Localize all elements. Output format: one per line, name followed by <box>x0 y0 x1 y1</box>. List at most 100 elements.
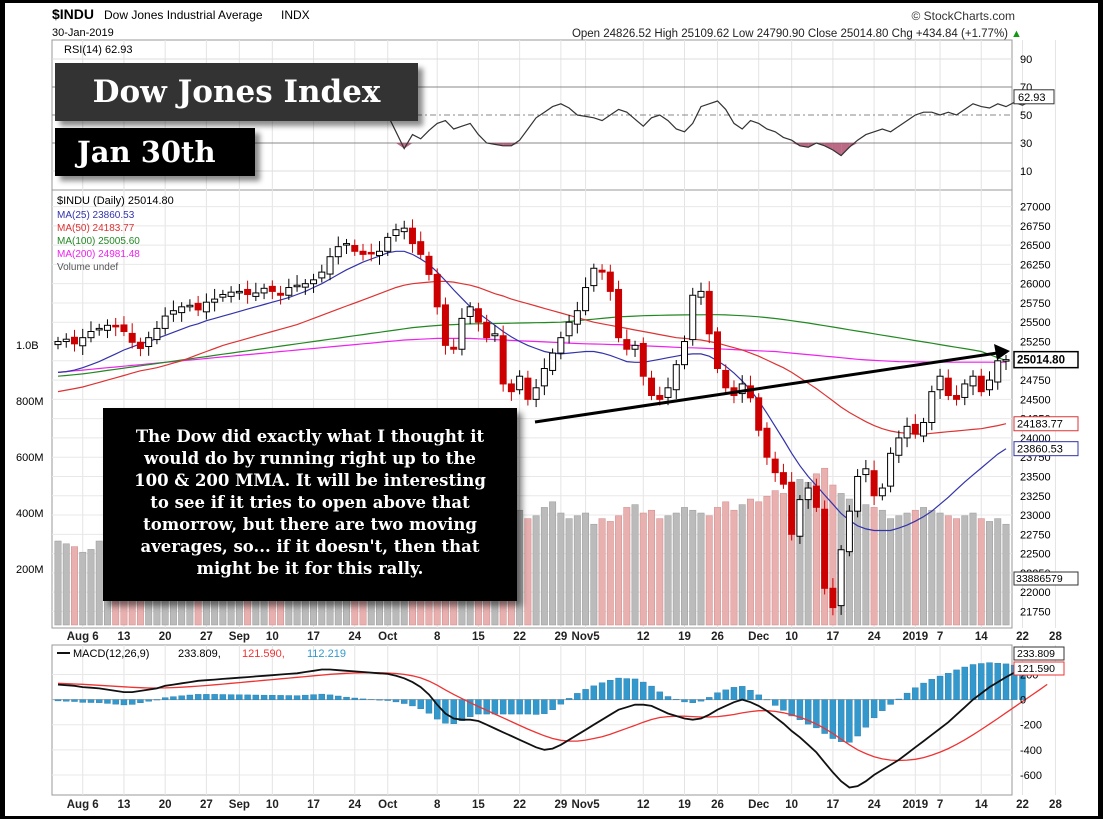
candle-down <box>277 292 285 296</box>
volume-bar <box>582 512 590 626</box>
macd-histogram-bar <box>697 699 705 702</box>
macd-histogram-bar <box>401 699 408 704</box>
price-tick-label: 25750 <box>1020 298 1051 310</box>
macd-tick-label: -200 <box>1020 720 1042 732</box>
macd-histogram-bar <box>780 699 787 711</box>
macd-histogram-bar <box>434 699 441 720</box>
candle-up <box>854 475 862 512</box>
volume-tick-label: 200M <box>16 564 44 576</box>
candle-down <box>136 341 144 349</box>
macd-label-value: 233.809, <box>178 648 221 660</box>
macd-histogram-bar <box>928 679 936 700</box>
price-tick-label: 26250 <box>1020 259 1051 271</box>
macd-label-hist: 112.219 <box>307 648 346 660</box>
candle-up <box>227 291 235 297</box>
candle-down <box>763 427 771 458</box>
candle-down <box>112 324 120 328</box>
price-tick-label: 24750 <box>1020 375 1051 387</box>
macd-current-box <box>1013 646 1065 661</box>
trend-arrow-line <box>534 350 1005 424</box>
macd-histogram-bar <box>870 699 878 719</box>
price-tick-label: 26750 <box>1020 221 1051 233</box>
macd-legend: MACD(12,26,9) 233.809, 121.590, 112.219 <box>57 648 346 660</box>
macd-histogram-bar <box>837 699 845 742</box>
volume-bar <box>672 512 680 626</box>
macd-histogram-bar <box>104 699 111 704</box>
macd-histogram-bar <box>978 663 985 700</box>
macd-histogram-bar <box>582 689 589 700</box>
ma-current-label: 23860.53 <box>1017 444 1063 456</box>
x-tick-label-macd: 28 <box>1049 799 1062 811</box>
volume-bar <box>986 521 993 626</box>
candle-down <box>722 369 730 389</box>
macd-histogram-bar <box>112 699 119 705</box>
candle-up <box>590 267 598 287</box>
macd-histogram-bar <box>953 669 960 700</box>
volume-bar <box>95 540 103 626</box>
candle-down <box>779 472 787 485</box>
macd-histogram-bar <box>236 694 243 700</box>
x-tick-label-macd: Sep <box>229 799 250 811</box>
candle-up <box>145 337 153 348</box>
candle-up <box>986 379 994 391</box>
macd-histogram-bar <box>689 699 696 703</box>
volume-bar <box>747 498 754 626</box>
candle-up <box>310 279 318 285</box>
trend-arrow-head <box>994 344 1010 360</box>
volume-bar <box>878 509 886 626</box>
macd-histogram-bar <box>194 694 202 700</box>
volume-bar <box>920 507 928 626</box>
x-tick-label-macd: 26 <box>711 799 724 811</box>
candle-up <box>458 317 466 350</box>
volume-bar <box>961 515 969 626</box>
macd-histogram-bar <box>409 699 416 707</box>
x-tick-label-macd: 27 <box>200 799 213 811</box>
volume-bar <box>598 518 606 626</box>
macd-panel <box>51 644 1013 796</box>
candle-up <box>837 549 845 607</box>
candle-down <box>821 508 829 589</box>
candle-down <box>615 288 623 339</box>
candle-up <box>384 236 392 252</box>
macd-histogram-bar <box>714 692 721 700</box>
price-legend: $INDU (Daily) 25014.80 MA(25) 23860.53 M… <box>57 195 174 273</box>
macd-histogram-bar <box>277 695 284 700</box>
volume-bar <box>681 507 688 626</box>
overlay-date: Jan 30th <box>55 128 255 176</box>
macd-histogram-bar <box>879 699 886 711</box>
macd-histogram-bar <box>524 699 532 715</box>
x-tick-label-macd: 10 <box>785 799 798 811</box>
volume-bar <box>623 507 631 626</box>
macd-histogram-bar <box>244 694 251 700</box>
x-tick-label-macd: 20 <box>159 799 172 811</box>
candle-down <box>623 339 631 350</box>
volume-bar <box>796 479 804 626</box>
volume-bar <box>763 495 771 626</box>
x-tick-label-price: 29 <box>554 631 567 643</box>
x-tick-label-price: 19 <box>678 631 691 643</box>
volume-bar <box>524 518 532 626</box>
volume-bar <box>911 509 919 626</box>
candle-up <box>936 375 944 391</box>
volume-bar <box>62 543 70 626</box>
candle-down <box>524 377 532 400</box>
volume-bar <box>870 507 878 626</box>
volume-bar <box>664 515 672 626</box>
x-tick-label-macd: 10 <box>266 799 279 811</box>
candle-up <box>103 324 111 331</box>
macd-histogram-bar <box>335 695 342 700</box>
candle-down <box>433 273 441 308</box>
volume-bar <box>953 518 960 626</box>
macd-histogram-bar <box>640 681 647 700</box>
header-date: 30-Jan-2019 <box>52 27 114 39</box>
volume-bar <box>994 518 1002 626</box>
macd-histogram-bar <box>532 699 540 715</box>
note-line: 100 & 200 MMA. It will be interesting <box>134 471 486 490</box>
candle-up <box>516 375 524 391</box>
volume-bar <box>54 540 62 626</box>
macd-histogram-bar <box>755 694 762 700</box>
candle-down <box>953 395 961 400</box>
volume-bar <box>977 518 985 626</box>
candle-down <box>713 331 721 370</box>
candle-down <box>268 285 276 292</box>
